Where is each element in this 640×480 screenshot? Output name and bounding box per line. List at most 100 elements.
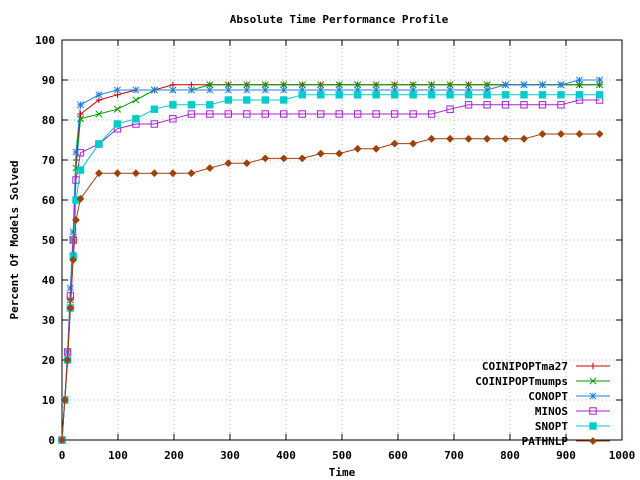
data-point — [150, 169, 159, 178]
data-point — [76, 194, 85, 203]
data-point — [353, 110, 362, 118]
data-point — [317, 91, 325, 99]
data-point — [206, 86, 214, 94]
legend-marker — [589, 407, 597, 415]
legend-entry: MINOS — [535, 405, 610, 418]
y-tick-label: 40 — [42, 274, 55, 287]
data-point — [483, 91, 491, 99]
data-point — [520, 91, 528, 99]
series-coinipoptmumps — [58, 81, 604, 444]
x-tick-label: 100 — [108, 449, 128, 462]
y-axis-title: Percent Of Models Solved — [8, 161, 21, 320]
data-point — [575, 130, 584, 138]
y-tick-label: 10 — [42, 394, 55, 407]
legend-label: COINIPOPTmumps — [475, 375, 568, 388]
data-point — [446, 105, 454, 113]
data-point — [168, 169, 177, 178]
data-point — [391, 81, 399, 89]
data-point — [409, 110, 417, 118]
data-point — [76, 166, 85, 174]
data-point — [66, 304, 75, 312]
data-point — [280, 81, 288, 89]
data-point — [353, 144, 362, 153]
data-point — [242, 159, 251, 168]
data-point — [557, 130, 565, 138]
series-lines — [58, 76, 604, 444]
data-point — [224, 81, 232, 89]
data-point — [187, 169, 196, 178]
data-point — [427, 134, 436, 143]
data-point — [335, 110, 343, 118]
data-point — [409, 81, 417, 89]
data-point — [501, 101, 510, 109]
x-tick-label: 200 — [164, 449, 184, 462]
data-point — [428, 81, 436, 89]
data-point — [261, 96, 269, 104]
data-point — [520, 101, 528, 109]
data-point — [335, 149, 344, 158]
data-point — [280, 86, 288, 94]
series-coinipoptma27 — [58, 81, 603, 444]
data-point — [538, 81, 547, 89]
series-conopt — [58, 76, 604, 444]
legend-marker — [589, 422, 597, 430]
data-point — [150, 120, 159, 128]
legend-label: CONOPT — [528, 390, 568, 403]
data-point — [113, 120, 122, 128]
data-point — [95, 140, 103, 148]
data-point — [390, 139, 399, 148]
data-point — [169, 86, 177, 94]
x-tick-label: 0 — [59, 449, 66, 462]
data-point — [261, 86, 269, 94]
data-point — [58, 436, 66, 444]
data-point — [132, 96, 140, 104]
data-point — [169, 115, 177, 123]
data-point — [464, 101, 473, 109]
y-tick-label: 60 — [42, 194, 55, 207]
x-tick-label: 1000 — [609, 449, 636, 462]
data-point — [446, 81, 454, 89]
data-point — [317, 110, 325, 118]
data-point — [243, 86, 251, 94]
data-point — [575, 76, 583, 84]
data-point — [372, 110, 380, 118]
y-tick-label: 20 — [42, 354, 55, 367]
y-tick-label: 70 — [42, 154, 55, 167]
series-snopt — [58, 91, 604, 444]
data-point — [446, 134, 454, 143]
x-tick-label: 600 — [388, 449, 408, 462]
data-point — [113, 169, 122, 178]
data-point — [520, 81, 528, 89]
data-point — [150, 86, 158, 94]
data-point — [354, 81, 362, 89]
x-tick-label: 800 — [500, 449, 520, 462]
data-point — [335, 91, 343, 99]
data-point — [353, 91, 362, 99]
series-pathnlp — [58, 130, 604, 444]
data-point — [150, 105, 159, 113]
data-point — [279, 154, 288, 163]
grid-lines — [62, 40, 622, 440]
data-point — [390, 110, 399, 118]
data-point — [243, 81, 251, 89]
legend-entry: COINIPOPTma27 — [482, 360, 610, 373]
data-point — [76, 149, 85, 157]
data-point — [187, 110, 196, 118]
data-point — [298, 154, 307, 163]
data-point — [465, 81, 473, 89]
data-point — [596, 76, 604, 84]
legend: COINIPOPTma27 COINIPOPTmumps CONOPT MINOS SN… — [475, 360, 610, 448]
data-point — [446, 91, 454, 99]
y-tick-label: 30 — [42, 314, 55, 327]
data-point — [280, 96, 288, 104]
data-point — [76, 115, 85, 123]
legend-entry: CONOPT — [528, 390, 610, 403]
series-line — [61, 94, 600, 441]
y-tick-label: 100 — [35, 34, 55, 47]
data-point — [95, 110, 103, 118]
data-point — [538, 101, 547, 109]
data-point — [298, 110, 306, 118]
data-point — [316, 149, 325, 158]
data-point — [132, 86, 140, 94]
